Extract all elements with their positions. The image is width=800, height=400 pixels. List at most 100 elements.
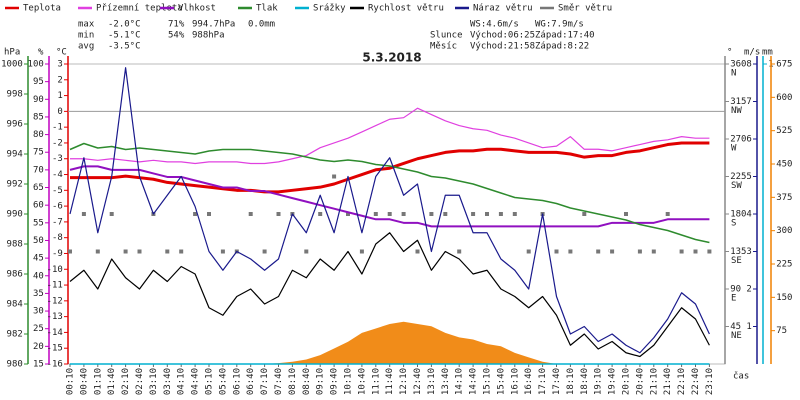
wind-direction-dot [81, 212, 86, 216]
x-tick-label: 10:40 [357, 368, 367, 395]
compass-label: S [731, 219, 736, 229]
y-tick-label: 1000 [1, 60, 23, 70]
info-value: WG:7.9m/s [535, 20, 584, 30]
y-tick-label: -13 [47, 312, 63, 322]
x-tick-label: 16:40 [524, 368, 534, 395]
y-tick-label: 984 [7, 300, 23, 310]
y-tick-label: 315 [730, 97, 746, 107]
x-tick-label: 20:10 [622, 368, 632, 395]
y-tick-label: -11 [47, 281, 63, 291]
x-tick-label: 13:10 [427, 368, 437, 395]
x-axis-label: čas [733, 371, 749, 382]
legend-label: Přízemní teplota [96, 4, 183, 14]
wind-direction-dot [123, 249, 128, 254]
wind-direction-dot [637, 249, 642, 254]
compass-label: NE [731, 331, 742, 341]
x-tick-label: 21:10 [649, 368, 659, 395]
wind-direction-dot [512, 212, 517, 216]
info-value: WS:4.6m/s [470, 20, 519, 30]
y-tick-label: -5 [52, 186, 63, 196]
x-tick-label: 14:40 [469, 368, 479, 395]
y-tick-label: 180 [730, 210, 746, 220]
y-tick-label: -9 [52, 249, 63, 259]
y-tick-label: 65 [33, 183, 44, 193]
wind-direction-dot [665, 212, 670, 216]
y-tick-label: 3 [746, 247, 751, 257]
x-tick-label: 15:40 [496, 368, 506, 395]
x-tick-label: 11:10 [371, 368, 381, 395]
wind-direction-dot [220, 249, 225, 254]
y-tick-label: 20 [33, 342, 44, 352]
y-tick-label: 6 [746, 135, 751, 145]
y-tick-label: 675 [776, 60, 792, 70]
y-tick-label: 8 [746, 60, 751, 70]
stat-value: 71% [168, 20, 185, 30]
y-tick-label: 450 [776, 160, 792, 170]
x-tick-label: 08:10 [288, 368, 298, 395]
y-tick-label: 990 [7, 210, 23, 220]
x-tick-label: 22:40 [691, 368, 701, 395]
x-tick-label: 16:10 [510, 368, 520, 395]
y-tick-label: -2 [52, 138, 63, 148]
compass-label: W [731, 144, 737, 154]
wind-direction-dot [207, 212, 211, 216]
compass-label: NW [731, 106, 742, 116]
x-tick-label: 00:40 [79, 368, 89, 395]
x-tick-label: 09:40 [330, 368, 340, 395]
wind-direction-dot [193, 212, 198, 216]
x-tick-label: 22:10 [677, 368, 687, 395]
y-tick-label: 2 [746, 285, 751, 295]
wind-direction-dot [651, 249, 656, 254]
y-tick-label: 980 [7, 360, 23, 370]
wind-direction-dot [582, 212, 587, 216]
x-tick-label: 06:10 [232, 368, 242, 395]
y-tick-label: 80 [33, 130, 44, 140]
y-tick-label: 998 [7, 90, 23, 100]
x-tick-label: 09:10 [316, 368, 326, 395]
y-tick-label: 988 [7, 240, 23, 250]
y-tick-label: 225 [776, 260, 792, 270]
wind-direction-dot [526, 249, 531, 254]
wind-direction-dot [359, 249, 364, 254]
y-tick-label: 100 [28, 60, 44, 70]
wind-direction-dot [332, 174, 337, 179]
y-tick-label: 360 [730, 60, 746, 70]
legend-label: Vlhkost [178, 4, 216, 14]
y-tick-label: 40 [33, 271, 44, 281]
legend-label: Rychlost větru [368, 4, 444, 14]
compass-label: N [731, 69, 736, 79]
y-tick-label: 5 [746, 172, 751, 182]
y-tick-label: 45 [730, 322, 741, 332]
wind-direction-dot [415, 249, 420, 254]
stat-value: 54% [168, 31, 185, 41]
x-tick-label: 17:10 [538, 368, 548, 395]
y-tick-label: -15 [47, 344, 63, 354]
wind-direction-dot [485, 212, 489, 216]
y-tick-label: 2 [57, 75, 62, 85]
wind-direction-dot [610, 249, 615, 254]
axis-title: ° [727, 48, 732, 58]
y-tick-label: 270 [730, 135, 746, 145]
x-tick-label: 08:40 [302, 368, 312, 395]
stat-value: max [78, 20, 95, 30]
y-tick-label: 3 [57, 60, 62, 70]
y-tick-label: 600 [776, 93, 792, 103]
x-tick-label: 18:40 [580, 368, 590, 395]
stat-value: -5.1°C [108, 31, 141, 41]
series-line [69, 165, 710, 228]
wind-direction-dot [165, 249, 170, 254]
y-tick-label: 90 [730, 285, 741, 295]
axis-title: mm [762, 48, 773, 58]
x-tick-label: 00:10 [66, 368, 76, 395]
info-value: Východ:21:58 [470, 42, 535, 52]
radiation-area [70, 321, 710, 364]
series-line [69, 67, 710, 354]
stat-value: -2.0°C [108, 20, 141, 30]
y-tick-label: 70 [33, 165, 44, 175]
x-tick-label: 12:40 [413, 368, 423, 395]
x-tick-label: 19:10 [594, 368, 604, 395]
y-tick-label: 7 [746, 97, 751, 107]
wind-direction-dot [693, 249, 698, 254]
y-tick-label: 90 [33, 95, 44, 105]
y-tick-label: -16 [47, 360, 63, 370]
